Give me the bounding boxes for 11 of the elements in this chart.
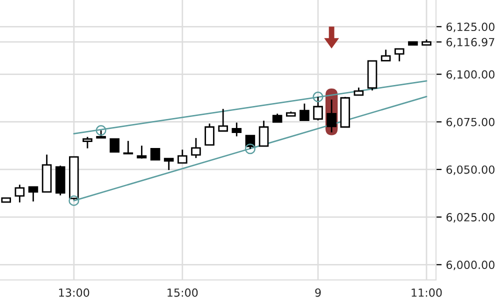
y-tick-label: 6,100.00	[446, 70, 494, 80]
x-tick-label: 11:00	[412, 288, 442, 297]
y-tick-label: 6,000.00	[446, 260, 494, 270]
x-tick-label: 15:00	[168, 288, 198, 297]
y-tick-label: 6,050.00	[446, 165, 494, 175]
y-tick-label: 6,116.97	[446, 38, 494, 48]
y-tick-label: 6,075.00	[446, 118, 494, 128]
y-tick-label: 6,125.00	[446, 22, 494, 32]
y-tick-label: 6,025.00	[446, 213, 494, 223]
x-tick-label: 13:00	[59, 288, 90, 297]
x-tick-label: 9	[315, 288, 321, 297]
